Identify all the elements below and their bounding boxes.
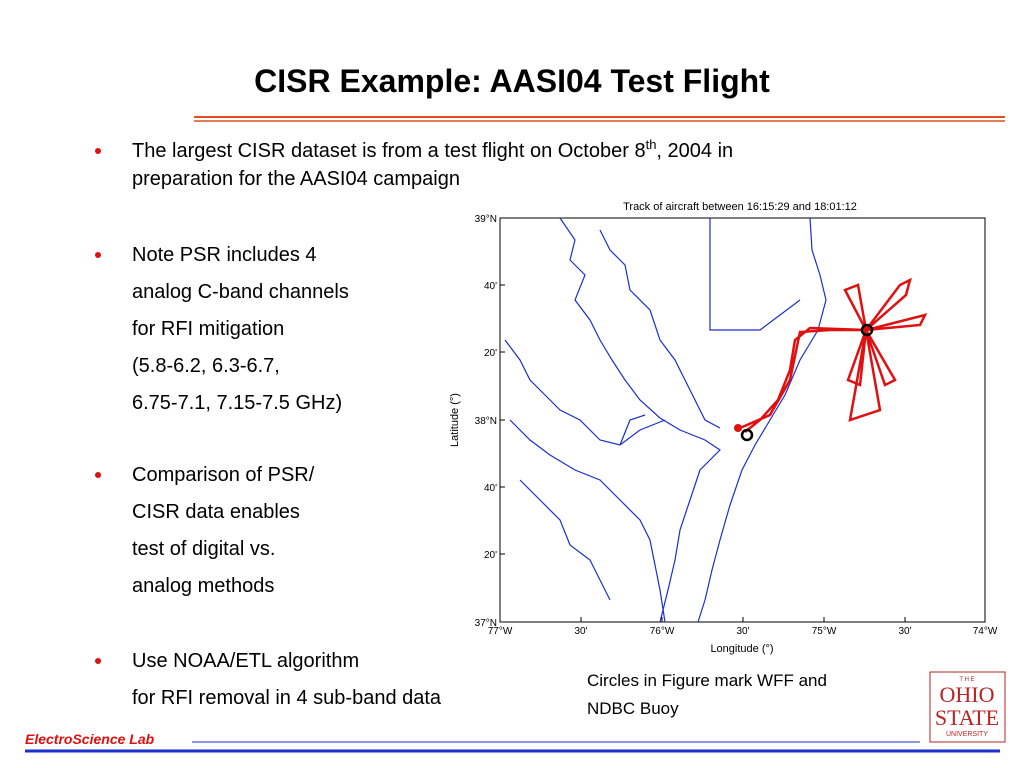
bullet-text: for RFI removal in 4 sub-band data bbox=[132, 687, 442, 709]
y-tick-label: 37°N bbox=[475, 618, 497, 629]
y-label: Latitude (°) bbox=[449, 393, 461, 447]
x-label: Longitude (°) bbox=[710, 643, 773, 655]
y-tick-label: 40' bbox=[484, 281, 497, 292]
svg-text:T H E: T H E bbox=[959, 677, 974, 683]
bullet-text: The largest CISR dataset is from a test … bbox=[132, 137, 733, 162]
text-run: 6.75-7.1, 7.15-7.5 GHz) bbox=[132, 392, 342, 414]
text-run: (5.8-6.2, 6.3-6.7, bbox=[132, 355, 280, 377]
logo: T H E OHIO STATE UNIVERSITY bbox=[929, 671, 1006, 743]
x-tick-label: 30' bbox=[574, 626, 587, 637]
superscript: th bbox=[646, 137, 657, 152]
svg-text:OHIO: OHIO bbox=[940, 682, 995, 707]
text-run: for RFI removal in 4 sub-band data bbox=[132, 687, 442, 709]
caption: NDBC Buoy bbox=[587, 699, 679, 718]
bullet-text: preparation for the AASI04 campaign bbox=[132, 168, 460, 190]
text-run: analog C-band channels bbox=[132, 281, 349, 303]
bullet-text: (5.8-6.2, 6.3-6.7, bbox=[132, 355, 280, 377]
footer-lab: ElectroScience Lab bbox=[25, 731, 155, 747]
figure-title: Track of aircraft between 16:15:29 and 1… bbox=[623, 201, 857, 213]
bullet-dot bbox=[95, 472, 101, 478]
caption: Circles in Figure mark WFF and bbox=[587, 671, 827, 690]
text-run: analog methods bbox=[132, 575, 274, 597]
y-tick-label: 39°N bbox=[475, 214, 497, 225]
y-tick-label: 20' bbox=[484, 550, 497, 561]
x-tick-label: 76°W bbox=[650, 626, 675, 637]
text-run: CISR data enables bbox=[132, 501, 300, 523]
bullet-text: Use NOAA/ETL algorithm bbox=[132, 650, 359, 672]
text-run: , 2004 in bbox=[656, 140, 733, 162]
bullet-dot bbox=[95, 658, 101, 664]
y-tick-label: 40' bbox=[484, 483, 497, 494]
text-run: test of digital vs. bbox=[132, 538, 275, 560]
bullet-text: for RFI mitigation bbox=[132, 318, 284, 340]
bullet-dot bbox=[95, 252, 101, 258]
text-run: Comparison of PSR/ bbox=[132, 464, 315, 486]
bullet-text: Comparison of PSR/ bbox=[132, 464, 315, 486]
text-run: The largest CISR dataset is from a test … bbox=[132, 140, 646, 162]
bullet-text: CISR data enables bbox=[132, 501, 300, 523]
map bbox=[499, 217, 986, 623]
bullet-text: 6.75-7.1, 7.15-7.5 GHz) bbox=[132, 392, 342, 414]
bullet-text: analog methods bbox=[132, 575, 274, 597]
text-run: preparation for the AASI04 campaign bbox=[132, 168, 460, 190]
x-tick-label: 30' bbox=[898, 626, 911, 637]
x-tick-label: 74°W bbox=[973, 626, 998, 637]
bullet-text: analog C-band channels bbox=[132, 281, 349, 303]
x-tick-label: 30' bbox=[736, 626, 749, 637]
text-run: Use NOAA/ETL algorithm bbox=[132, 650, 359, 672]
bullet-dot bbox=[95, 148, 101, 154]
y-tick-label: 38°N bbox=[475, 416, 497, 427]
bullet-text: Note PSR includes 4 bbox=[132, 244, 317, 266]
bullet-text: test of digital vs. bbox=[132, 538, 275, 560]
x-tick-label: 75°W bbox=[812, 626, 837, 637]
text-run: Note PSR includes 4 bbox=[132, 244, 317, 266]
title: CISR Example: AASI04 Test Flight bbox=[254, 63, 770, 99]
svg-text:STATE: STATE bbox=[935, 705, 999, 730]
y-tick-label: 20' bbox=[484, 348, 497, 359]
svg-text:UNIVERSITY: UNIVERSITY bbox=[946, 731, 988, 738]
text-run: for RFI mitigation bbox=[132, 318, 284, 340]
x-tick-label: 77°W bbox=[488, 626, 513, 637]
